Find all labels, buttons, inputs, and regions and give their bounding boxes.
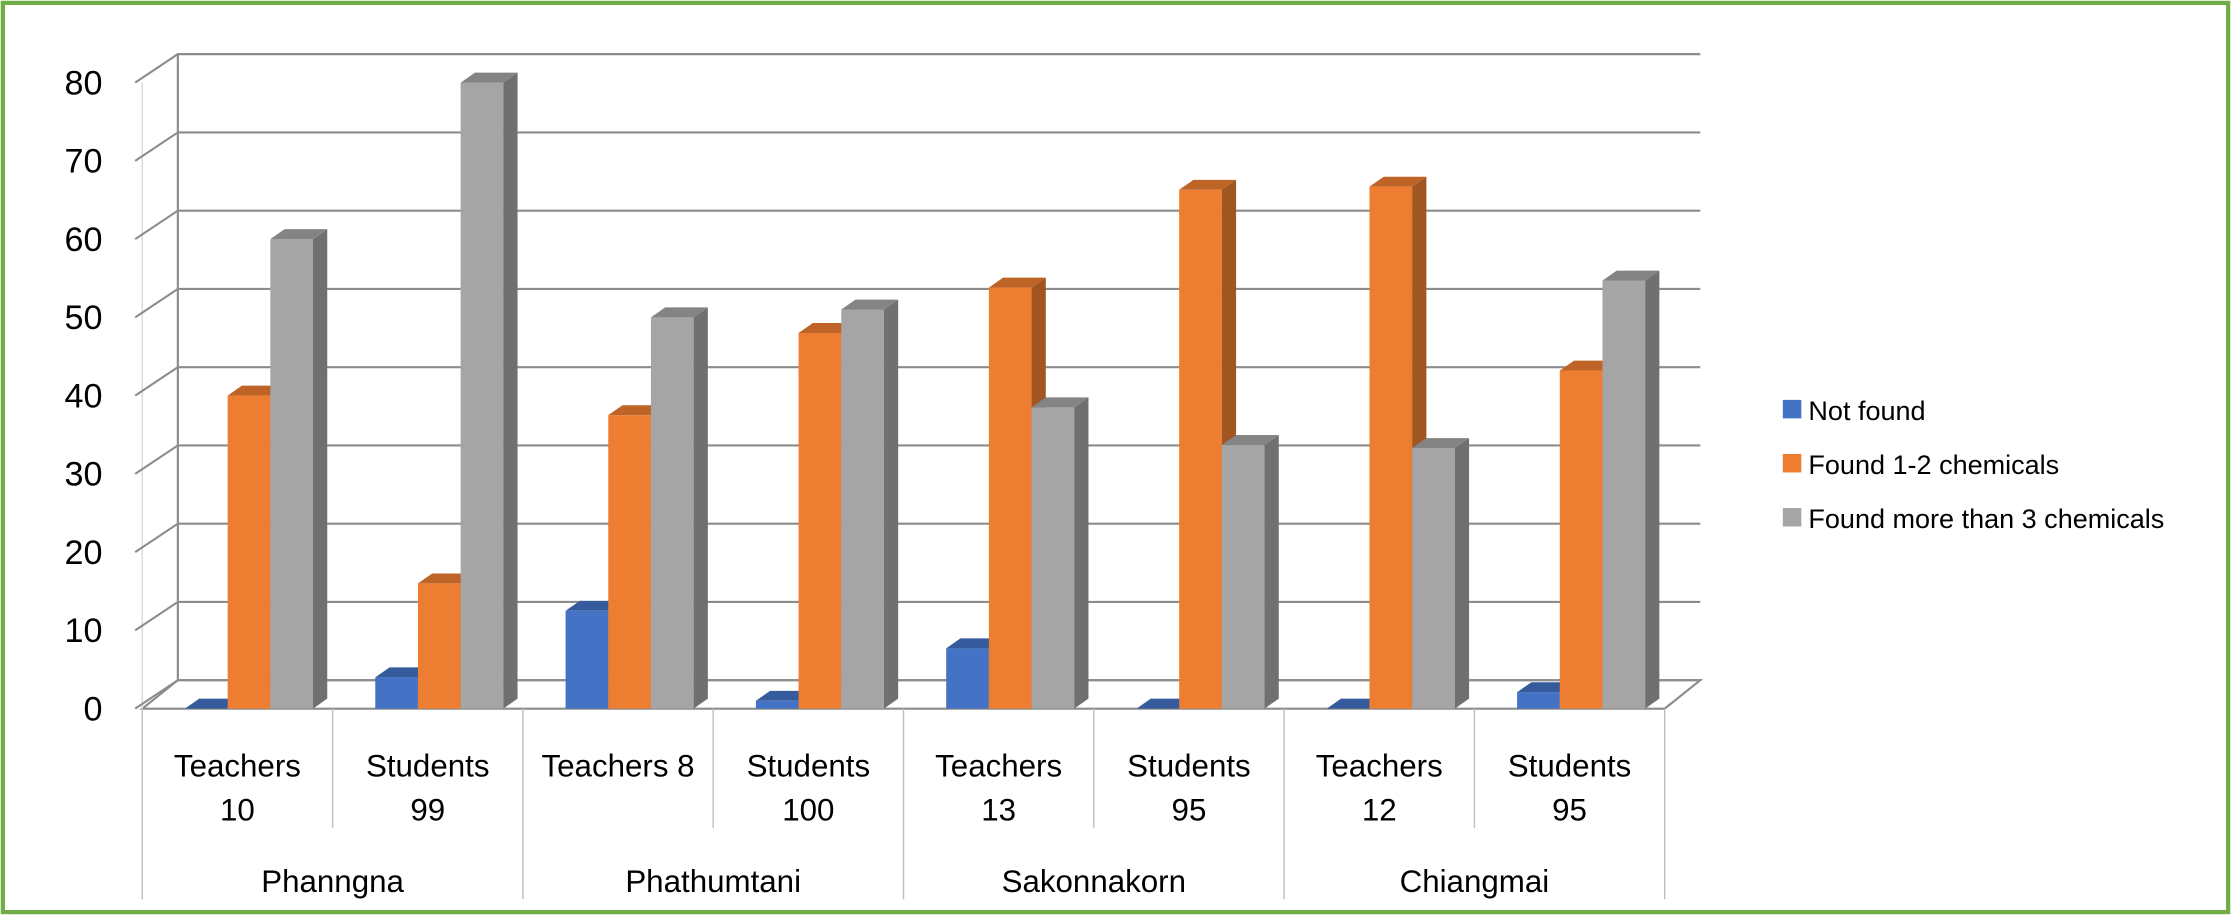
bar-top — [1031, 397, 1089, 408]
bar-front — [1602, 280, 1646, 709]
x-tick-label: Teachers 8 — [541, 749, 694, 784]
bar-top — [608, 405, 666, 416]
bar-front — [1221, 444, 1265, 709]
bar — [1602, 270, 1660, 709]
bar-front — [1369, 186, 1413, 709]
x-tick-label-line: 13 — [981, 793, 1016, 828]
bar-front — [608, 415, 651, 709]
bar-front — [988, 287, 1032, 709]
x-tick-label-line: Students — [1127, 749, 1251, 784]
legend-label: Found more than 3 chemicals — [1808, 504, 2164, 534]
y-tick-label: 30 — [64, 456, 102, 494]
y-tick-label: 40 — [64, 377, 102, 415]
bar-front — [1412, 448, 1455, 709]
bar — [1412, 438, 1470, 709]
x-tick-label-line: 95 — [1172, 793, 1207, 828]
bar-front — [1559, 370, 1603, 709]
grid-line — [134, 131, 1701, 162]
y-tick-label: 80 — [64, 64, 102, 102]
group-label: Phanngna — [261, 864, 404, 899]
bar-front — [460, 82, 504, 709]
legend-swatch — [1782, 453, 1802, 473]
x-tick-label-line: Teachers — [174, 749, 301, 784]
bar-side — [1645, 270, 1660, 709]
bar — [460, 72, 518, 709]
x-tick-label-line: Students — [366, 749, 490, 784]
bar-front — [1179, 189, 1222, 709]
x-tick-label: Teachers 10 — [174, 749, 301, 828]
bar-top — [755, 690, 813, 701]
bar-side — [1264, 434, 1279, 709]
bar-front — [1031, 407, 1075, 709]
bar-top — [650, 307, 708, 318]
bar-side — [693, 307, 708, 709]
bar-front — [1517, 692, 1560, 709]
bar-top — [270, 229, 328, 240]
x-tick-label: Students 99 — [366, 749, 490, 828]
bar-top — [841, 299, 899, 310]
y-tick-label: 70 — [64, 143, 102, 181]
group-label: Phathumtani — [625, 864, 801, 899]
bar-side — [313, 229, 328, 709]
x-tick-label-line: 10 — [220, 793, 255, 828]
grid-line — [134, 53, 1701, 84]
bar-side — [883, 299, 899, 709]
bar-front — [227, 395, 271, 709]
bar-top — [1221, 434, 1279, 445]
bar-front — [375, 677, 418, 709]
x-tick-label: Students 100 — [747, 749, 871, 828]
bar — [841, 299, 899, 709]
bar — [650, 307, 708, 709]
bar-front — [755, 700, 799, 709]
y-tick-label: 50 — [64, 299, 102, 337]
bar-front — [841, 309, 884, 709]
x-tick-label-line: 99 — [410, 793, 445, 828]
bar — [1031, 397, 1089, 709]
bar-top — [988, 277, 1046, 288]
bar-front — [417, 583, 461, 709]
x-tick-label-line: Teachers — [935, 749, 1062, 784]
bar-front — [565, 610, 609, 709]
y-tick-label: 60 — [64, 221, 102, 259]
bar-side — [503, 72, 518, 709]
x-tick-label: Students 95 — [1508, 749, 1632, 828]
x-tick-label-line: Students — [1508, 749, 1632, 784]
x-tick-label-line: 95 — [1552, 793, 1587, 828]
y-tick-label: 10 — [64, 612, 102, 650]
x-tick-label: Teachers 12 — [1316, 749, 1443, 828]
bar-front — [946, 648, 989, 709]
bar-top — [565, 600, 623, 611]
bar-side — [1454, 438, 1470, 709]
x-tick-label: Students 95 — [1127, 749, 1251, 828]
legend-label: Not found — [1808, 396, 1925, 426]
bar-top — [460, 72, 518, 83]
legend-swatch — [1782, 399, 1802, 419]
x-tick-label-line: Students — [747, 749, 871, 784]
bar-top — [1179, 179, 1237, 190]
group-label: Chiangmai — [1400, 864, 1550, 899]
bar-top — [1369, 176, 1427, 187]
bar-front — [650, 317, 694, 709]
bar-side — [1074, 397, 1089, 709]
x-tick-label-line: 12 — [1362, 793, 1397, 828]
bar — [270, 229, 328, 709]
x-tick-label: Teachers 13 — [935, 749, 1062, 828]
y-tick-label: 20 — [64, 534, 102, 572]
bar — [1221, 434, 1279, 709]
x-tick-label-line: 100 — [782, 793, 834, 828]
legend-label: Found 1-2 chemicals — [1808, 450, 2059, 480]
bar-front — [798, 333, 842, 709]
group-label: Sakonnakorn — [1002, 864, 1186, 899]
y-tick-label: 0 — [83, 690, 102, 728]
legend-swatch — [1782, 508, 1802, 527]
x-tick-label-line: Teachers — [1316, 749, 1443, 784]
bar-front — [270, 239, 314, 709]
bar-top — [1412, 438, 1470, 449]
bar-top — [1602, 270, 1660, 281]
